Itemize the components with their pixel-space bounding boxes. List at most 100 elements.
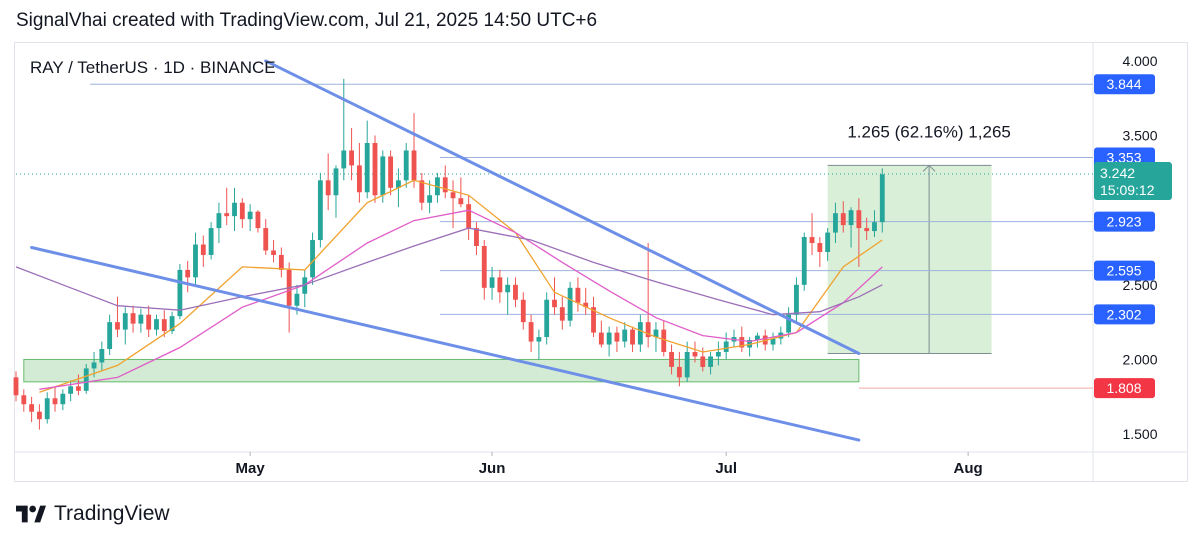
candle-body: [684, 351, 690, 378]
candle-body: [567, 287, 573, 321]
candle-body: [372, 143, 378, 196]
candle-body: [138, 314, 144, 324]
candle-body: [700, 356, 706, 367]
candle: [247, 204, 253, 232]
trendline: [30, 246, 861, 442]
candle: [107, 314, 113, 355]
candle-body: [380, 156, 386, 196]
candle-body: [442, 177, 448, 193]
candle-body: [169, 316, 175, 332]
candle: [848, 207, 854, 248]
candle-body: [154, 319, 159, 330]
candle-body: [76, 386, 81, 391]
candle-body: [739, 337, 745, 348]
candle-body: [840, 213, 846, 226]
candle: [411, 113, 417, 188]
candle-body: [552, 299, 557, 308]
candle: [239, 198, 245, 229]
tradingview-logo-icon[interactable]: [16, 502, 46, 526]
candle-body: [208, 228, 214, 255]
support-zone: [23, 358, 860, 383]
price-range-arrow-head: [922, 164, 936, 172]
candle-body: [83, 368, 89, 391]
price-range-label: 1.265 (62.16%) 1,265: [847, 122, 1011, 141]
price-tag-label: 3.844: [1106, 76, 1141, 92]
candle-body: [263, 228, 269, 251]
candle: [481, 240, 487, 300]
price-tag: [1094, 74, 1155, 95]
candle-body: [708, 356, 714, 367]
candle: [36, 404, 42, 430]
candle: [598, 320, 604, 348]
candle: [154, 314, 159, 336]
candle: [232, 187, 237, 232]
candle: [380, 150, 386, 203]
candle-body: [528, 322, 534, 342]
current-price-tag: [1094, 162, 1172, 201]
candle: [356, 143, 362, 203]
candle: [676, 351, 682, 387]
candle: [263, 219, 269, 255]
candle: [606, 326, 612, 357]
candle: [505, 277, 511, 315]
candle: [708, 351, 714, 375]
candle: [372, 135, 378, 203]
candle: [497, 269, 503, 303]
candle: [60, 389, 66, 411]
candle-body: [232, 202, 237, 217]
candle: [661, 320, 667, 357]
candle: [872, 210, 877, 238]
candle-body: [388, 156, 394, 188]
candle-body: [302, 277, 308, 294]
candle: [544, 292, 550, 345]
tradingview-brand[interactable]: TradingView: [54, 502, 170, 525]
candle: [637, 314, 643, 352]
candle-body: [107, 322, 113, 350]
candle: [349, 128, 355, 181]
candle-body: [794, 284, 799, 315]
candle: [809, 213, 815, 255]
price-tag: [1094, 260, 1155, 281]
candle: [21, 389, 27, 412]
candle: [817, 237, 823, 267]
candle: [271, 240, 276, 263]
candle-body: [122, 313, 128, 330]
y-tick-label: 2.500: [1122, 277, 1157, 293]
candle: [161, 310, 167, 338]
candle: [536, 329, 542, 360]
candle-body: [536, 337, 542, 342]
candle: [115, 296, 120, 338]
symbol-title: RAY / TetherUS · 1D · BINANCE: [30, 58, 276, 77]
price-tag-label: 3.353: [1106, 149, 1141, 165]
candle-body: [411, 150, 417, 181]
candle-body: [200, 244, 206, 255]
candle: [739, 326, 745, 352]
candle-body: [310, 240, 315, 278]
price-tag: [1094, 211, 1155, 232]
candle: [559, 296, 565, 330]
candle-body: [879, 174, 885, 223]
candle-body: [489, 277, 495, 288]
candle: [208, 222, 214, 260]
candle: [567, 281, 573, 327]
candle: [310, 232, 315, 285]
candle-body: [544, 299, 550, 338]
candle-body: [115, 322, 120, 330]
candle-body: [559, 307, 565, 321]
candle: [364, 120, 370, 199]
candle-body: [637, 322, 643, 345]
candle: [13, 371, 19, 402]
candle-body: [669, 351, 674, 367]
candle: [645, 243, 651, 348]
candle: [317, 172, 323, 248]
candle-body: [606, 332, 612, 345]
candle-body: [364, 143, 370, 193]
candle-body: [91, 362, 97, 369]
candle-body: [13, 377, 19, 396]
candle: [388, 150, 394, 196]
price-tag-label: 2.595: [1106, 263, 1141, 279]
candle-body: [419, 180, 425, 203]
candle-body: [809, 237, 815, 244]
candle: [286, 262, 292, 333]
